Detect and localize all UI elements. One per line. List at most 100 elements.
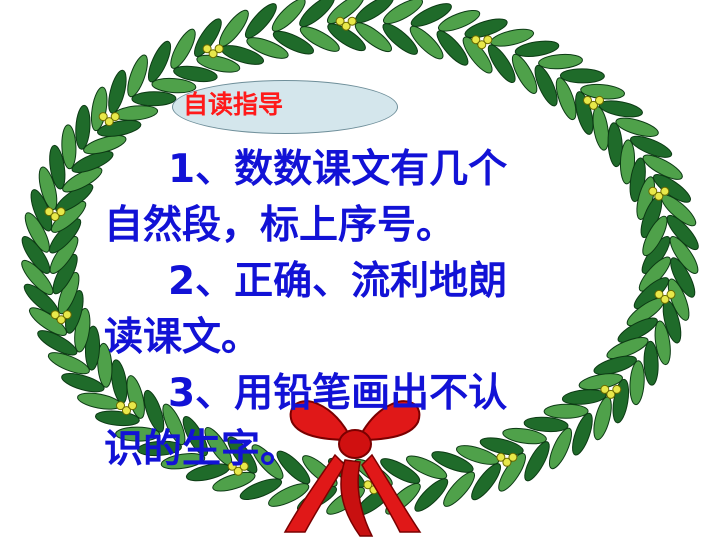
wreath-berry [589, 100, 598, 110]
instruction-3-line-1: 3、用铅笔画出不认 [168, 371, 508, 416]
laurel-leaf [327, 23, 366, 52]
laurel-leaf [212, 471, 256, 492]
wreath-berry [44, 207, 54, 217]
laurel-leaf [380, 458, 421, 484]
laurel-leaf [75, 104, 91, 150]
laurel-leaf [37, 330, 78, 356]
laurel-leaf [543, 403, 589, 419]
laurel-leaf [196, 54, 241, 73]
laurel-leaf [143, 389, 165, 433]
laurel-leaf [464, 18, 508, 39]
instruction-2-line-2: 读课文。 [104, 315, 261, 360]
laurel-leaf [21, 259, 54, 296]
red-ribbon-bow-icon [283, 400, 422, 537]
wreath-berry [347, 16, 357, 26]
laurel-leaf [115, 426, 161, 442]
laurel-leaf [268, 483, 310, 507]
laurel-leaf [462, 36, 493, 74]
laurel-leaf [21, 236, 51, 274]
instruction-1-line-2: 自然段，标上序号。 [104, 203, 456, 248]
laurel-leaf [151, 77, 197, 94]
wreath-berry [471, 35, 481, 45]
laurel-leaf [471, 463, 502, 501]
laurel-leaf [84, 325, 101, 371]
laurel-leaf [669, 236, 699, 274]
laurel-leaf [276, 450, 311, 485]
laurel-leaf [643, 340, 659, 386]
wreath-berry [483, 35, 493, 45]
laurel-leaf [617, 317, 658, 343]
laurel-leaf [271, 0, 306, 32]
laurel-leaf [327, 0, 365, 25]
wreath-berry [233, 466, 243, 476]
laurel-leaf [630, 135, 673, 158]
wreath-berry [583, 95, 592, 105]
laurel-leaf [498, 452, 526, 492]
laurel-leaf [409, 25, 444, 60]
laurel-leaf [666, 214, 699, 251]
laurel-leaf [642, 154, 683, 180]
wreath-berry [600, 384, 610, 394]
laurel-leaf [575, 91, 594, 135]
laurel-leaf [607, 122, 623, 168]
laurel-leaf [49, 144, 66, 190]
laurel-leaf [83, 135, 127, 155]
laurel-leaf [272, 30, 315, 55]
instruction-1-line-1: 1、数数课文有几个 [168, 147, 508, 192]
wreath-berry [208, 49, 218, 59]
laurel-leaf [239, 478, 283, 501]
wreath-berry [56, 207, 66, 217]
laurel-leaf [299, 0, 335, 28]
laurel-leaf [137, 440, 182, 457]
laurel-leaf [431, 451, 474, 473]
wreath-berry [595, 95, 604, 105]
laurel-leaf [97, 342, 113, 388]
wreath-berry [128, 401, 137, 411]
wreath-berry [648, 186, 658, 196]
laurel-leaf [524, 441, 550, 482]
laurel-leaf [71, 150, 114, 173]
laurel-leaf [382, 0, 424, 25]
wreath-berry [104, 117, 114, 127]
laurel-leaves [21, 0, 699, 516]
guide-badge-label: 自读指导 [183, 90, 284, 119]
laurel-leaf [455, 445, 500, 465]
laurel-leaf [160, 453, 206, 470]
laurel-leaf [173, 65, 218, 83]
laurel-leaf [555, 77, 577, 121]
laurel-leaf [182, 416, 209, 457]
wreath-berry [110, 112, 120, 122]
laurel-leaf [24, 212, 50, 253]
laurel-leaf [523, 416, 569, 433]
laurel-leaf [162, 403, 186, 446]
wreath-berry [660, 294, 670, 304]
laurel-leaf [410, 3, 452, 27]
laurel-leaf [654, 320, 671, 366]
laurel-leaf [561, 389, 607, 405]
laurel-leaf [572, 412, 593, 456]
laurel-leaf [61, 373, 105, 393]
laurel-leaf [354, 22, 392, 53]
laurel-leaf [227, 436, 258, 474]
laurel-leaf [108, 69, 127, 114]
wreath-berry [341, 21, 351, 31]
wreath-berry [202, 44, 212, 54]
laurel-leaf [170, 28, 196, 69]
laurel-leaf [127, 54, 148, 98]
laurel-leaf [382, 23, 418, 55]
laurel-leaf [405, 455, 448, 480]
wreath-berry [122, 406, 131, 416]
wreath-berry [606, 389, 616, 399]
laurel-leaf [246, 37, 289, 59]
wreath-berry [50, 310, 60, 320]
laurel-leaf [593, 355, 637, 375]
laurel-leaf [548, 427, 573, 470]
laurel-leaf [147, 40, 172, 83]
wreath-berry [477, 40, 487, 50]
wreath-berries [44, 16, 676, 495]
laurel-leaf [629, 360, 645, 406]
laurel-leaf [131, 91, 177, 107]
instruction-list: 1、数数课文有几个 自然段，标上序号。 2、正确、流利地朗 读课文。 3、用铅笔… [104, 142, 604, 478]
laurel-leaf [299, 26, 340, 52]
laurel-leaf [414, 478, 449, 512]
